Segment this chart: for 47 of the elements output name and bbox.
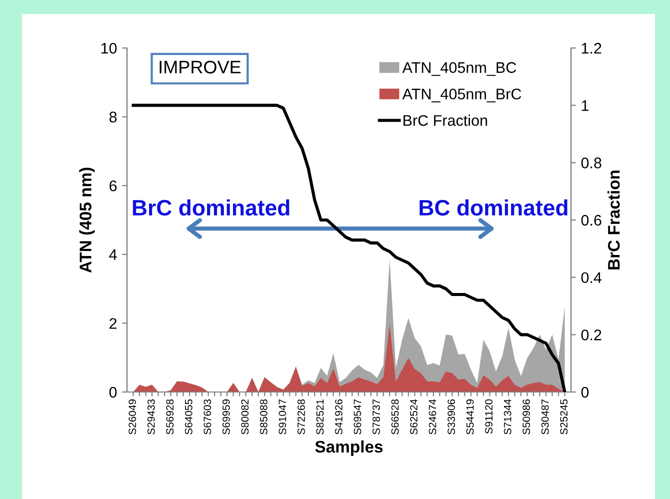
x-tick-label: S85088	[260, 399, 268, 434]
y2-tick-label: 1	[582, 100, 588, 111]
y2-tick-label: 0	[581, 386, 589, 398]
y-axis-title: ATN (405 nm)	[79, 168, 95, 273]
y2-tick-label: 0.2	[581, 330, 602, 340]
x-tick-label: S24674	[428, 399, 436, 434]
y2-tick-label: 0.8	[581, 158, 602, 168]
x-tick-label: S50986	[522, 399, 530, 434]
x-tick-label: S33906	[448, 399, 455, 434]
x-tick-label: S56928	[166, 399, 174, 434]
x-tick-label: S25245	[560, 399, 568, 434]
legend-label: ATN_405nm_BC	[402, 62, 516, 76]
x-tick-label: S69959	[222, 399, 230, 434]
x-axis-title: Samples	[315, 440, 383, 456]
x-tick-label: S71344	[504, 399, 512, 434]
annotation: BC dominated	[420, 199, 568, 216]
x-tick-label: S41926	[335, 399, 342, 434]
legend-label: ATN_405nm_BrC	[402, 88, 522, 102]
x-tick-label: S64055	[184, 399, 192, 434]
y-tick-label: 6	[110, 180, 117, 192]
y2-tick-label: 0.4	[581, 272, 602, 284]
y2-tick-label: 1.2	[582, 42, 602, 54]
x-tick-label: S91120	[485, 399, 492, 434]
x-tick-label: S54419	[466, 399, 474, 434]
x-tick-label: S78737	[372, 399, 380, 434]
y-tick-label: 2	[110, 318, 117, 329]
line-series	[132, 104, 566, 392]
y-tick-label: 0	[109, 386, 117, 398]
y-tick-label: 8	[109, 112, 117, 122]
x-tick-label: S29433	[147, 399, 155, 434]
x-tick-label: S30487	[541, 399, 549, 434]
y2-tick-label: 0.6	[581, 214, 602, 226]
legend-label: BrC Fraction	[404, 114, 488, 126]
annotation: IMPROVE	[160, 60, 241, 74]
x-tick-label: S82521	[316, 399, 324, 434]
x-tick-label: S67603	[204, 399, 212, 434]
x-tick-label: S80082	[241, 399, 249, 434]
x-tick-label: S26049	[128, 399, 136, 434]
y-tick-label: 4	[109, 249, 117, 260]
x-tick-label: S72268	[298, 399, 305, 434]
y-tick-label: 10	[101, 42, 117, 54]
annotation: BrC dominated	[132, 199, 290, 216]
y2-axis-title: BrC Fraction	[608, 170, 620, 270]
x-tick-label: S69547	[354, 399, 362, 434]
x-tick-label: S91047	[278, 399, 286, 434]
x-tick-label: S62524	[410, 399, 418, 434]
x-tick-label: S66528	[391, 399, 399, 434]
